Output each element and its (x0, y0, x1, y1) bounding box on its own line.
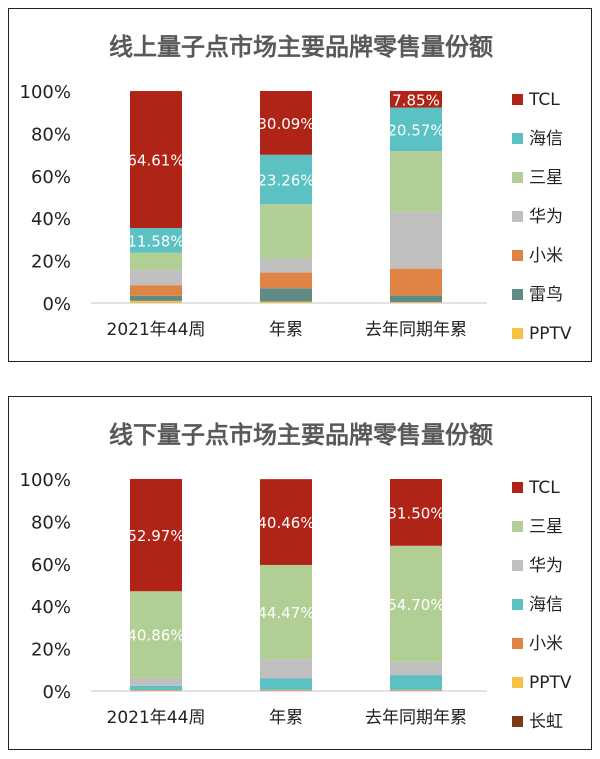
y-tick-label: 40% (31, 597, 71, 618)
x-tick-label: 去年同期年累 (365, 708, 467, 728)
legend-swatch (512, 677, 523, 688)
bar-segment-海信 (130, 227, 182, 253)
bar-segment-PPTV (130, 300, 182, 303)
legend-swatch (512, 638, 523, 649)
x-tick-label: 年累 (269, 320, 303, 340)
bar-segment-三星 (260, 564, 312, 660)
bar-segment-TCL (130, 478, 182, 592)
offline-chart-panel: 线下量子点市场主要品牌零售量份额 0% 20% 40% 60% 80% 100% 2021年4… (8, 396, 592, 750)
legend-label: 小米 (529, 246, 563, 266)
data-label: 20.57% (387, 121, 444, 139)
x-tick-label: 年累 (269, 708, 303, 728)
data-label: 54.70% (387, 596, 444, 614)
data-label: 11.58% (127, 232, 184, 250)
bar-segment-海信 (390, 675, 442, 690)
bar-segment-TCL (260, 479, 312, 565)
bar-segment-华为 (390, 661, 442, 676)
legend-label: PPTV (529, 673, 572, 693)
data-label: 40.86% (127, 627, 184, 645)
y-tick-label: 0% (42, 682, 71, 703)
bar-segment-三星 (130, 252, 182, 271)
bar-segment-小米 (130, 285, 182, 296)
bar-segment-三星 (390, 151, 442, 212)
legend-swatch (512, 599, 523, 610)
bar-segment-雷鸟 (260, 288, 312, 302)
y-tick-label: 80% (31, 124, 71, 145)
bar-segment-华为 (260, 659, 312, 679)
x-tick-label: 2021年44周 (107, 708, 206, 728)
bar-segment-小米 (260, 272, 312, 289)
legend-label: 海信 (529, 595, 563, 615)
bar-segment-小米 (390, 268, 442, 296)
bar-segment-雷鸟 (130, 295, 182, 301)
legend-swatch (512, 521, 523, 532)
bar-segment-PPTV (260, 301, 312, 303)
bar-segment-华为 (260, 258, 312, 273)
legend-label: 华为 (529, 556, 563, 576)
legend-label: 雷鸟 (529, 285, 563, 305)
bar-segment-PPTV (390, 302, 442, 303)
y-tick-label: 80% (31, 512, 71, 533)
data-label: 31.50% (387, 504, 444, 522)
legend-label: 小米 (529, 634, 563, 654)
y-tick-label: 20% (31, 640, 71, 661)
online-chart-panel: 线上量子点市场主要品牌零售量份额 0% 20% 40% 60% 80% 100% 2021年4… (8, 8, 592, 362)
y-tick-label: 100% (20, 470, 71, 491)
legend-swatch (512, 211, 523, 222)
bar-segment-海信 (260, 154, 312, 205)
legend-swatch (512, 716, 523, 727)
y-tick-label: 0% (42, 294, 71, 315)
legend-swatch (512, 94, 523, 105)
chart-svg: 线下量子点市场主要品牌零售量份额 0% 20% 40% 60% 80% 100% 2021年4… (20, 421, 572, 732)
bar-segment-海信 (390, 107, 442, 152)
bar-segment-华为 (130, 677, 182, 686)
legend-swatch (512, 250, 523, 261)
legend-swatch (512, 133, 523, 144)
chart-title: 线下量子点市场主要品牌零售量份额 (109, 421, 493, 449)
data-label: 64.61% (127, 152, 184, 170)
y-tick-label: 100% (20, 82, 71, 103)
bar-segment-小米 (390, 689, 442, 691)
bar-segment-三星 (260, 204, 312, 259)
legend-label: 海信 (529, 129, 563, 149)
legend-label: 长虹 (529, 712, 563, 732)
bar-segment-三星 (130, 591, 182, 678)
legend-label: 华为 (529, 207, 563, 227)
legend-label: 三星 (529, 517, 563, 537)
x-tick-label: 2021年44周 (107, 320, 206, 340)
data-label: 52.97% (127, 527, 184, 545)
data-label: 23.26% (257, 171, 314, 189)
y-tick-label: 40% (31, 209, 71, 230)
bar-segment-TCL (130, 91, 182, 228)
data-label: 40.46% (257, 514, 314, 532)
bar-segment-TCL (390, 479, 442, 546)
bar-segment-海信 (260, 678, 312, 690)
y-tick-label: 20% (31, 252, 71, 273)
legend-label: PPTV (529, 324, 572, 344)
bar-segment-三星 (390, 545, 442, 662)
legend-label: TCL (528, 478, 560, 498)
legend-swatch (512, 560, 523, 571)
data-label: 44.47% (257, 604, 314, 622)
bar-segment-小米 (260, 689, 312, 691)
y-tick-label: 60% (31, 555, 71, 576)
legend-swatch (512, 289, 523, 300)
bar-segment-华为 (130, 270, 182, 286)
bar-segment-华为 (390, 211, 442, 269)
legend-swatch (512, 172, 523, 183)
legend-label: 三星 (529, 168, 563, 188)
bar-segment-海信 (130, 685, 182, 690)
x-tick-label: 去年同期年累 (365, 320, 467, 340)
y-tick-label: 60% (31, 167, 71, 188)
legend-label: TCL (528, 90, 560, 110)
bar-segment-雷鸟 (390, 295, 442, 303)
bar-segment-TCL (390, 90, 442, 108)
chart-title: 线上量子点市场主要品牌零售量份额 (109, 33, 493, 61)
data-label: 7.85% (392, 91, 440, 109)
legend-swatch (512, 482, 523, 493)
data-label: 30.09% (257, 115, 314, 133)
bar-segment-TCL (260, 91, 312, 155)
chart-svg: 线上量子点市场主要品牌零售量份额 0% 20% 40% 60% 80% 100% 2021年4… (20, 33, 572, 344)
legend-swatch (512, 328, 523, 339)
